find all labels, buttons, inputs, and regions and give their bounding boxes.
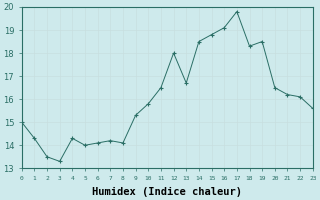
X-axis label: Humidex (Indice chaleur): Humidex (Indice chaleur) bbox=[92, 186, 242, 197]
